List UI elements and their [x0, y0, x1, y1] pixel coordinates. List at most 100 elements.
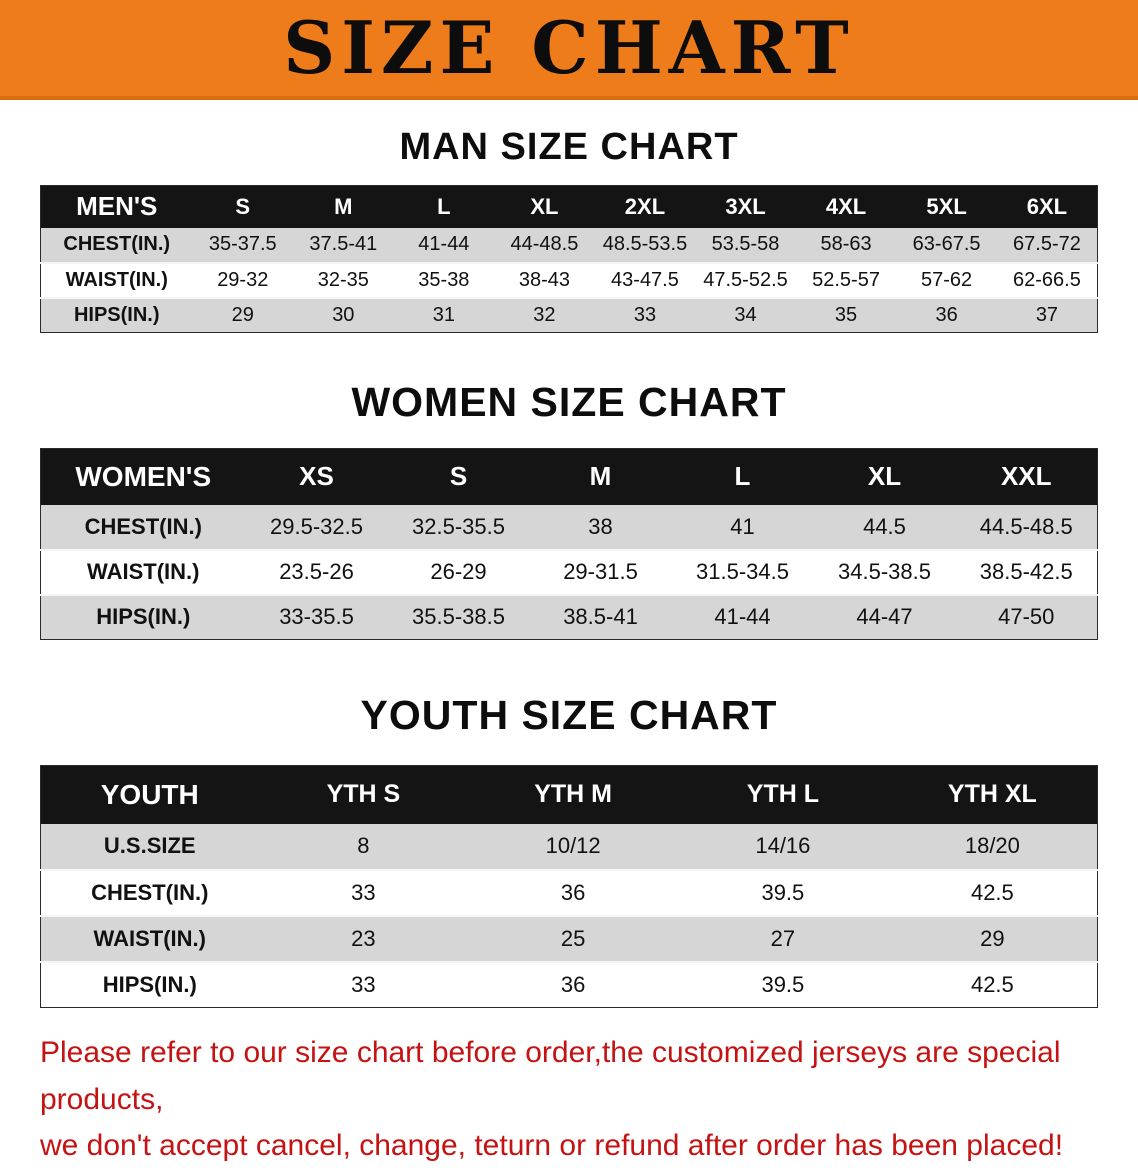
size-column-header: 6XL	[996, 185, 1098, 228]
size-value: 67.5-72	[1013, 233, 1081, 255]
size-value: 32.5-35.5	[412, 513, 505, 539]
size-column-header: YTH M	[468, 765, 678, 824]
size-column-header: YTH S	[258, 765, 469, 824]
size-value: 31	[432, 303, 455, 326]
size-value: 47-50	[998, 604, 1055, 630]
size-value: 32	[533, 303, 556, 326]
table-header-row: MEN'S S M L XL 2XL 3XL 4XL 5XL 6XL	[40, 185, 1098, 228]
size-value: 29-32	[217, 268, 269, 291]
table-row: WAIST(IN.) 29-32 32-35 35-38 38-43 43-47.5 47.…	[40, 262, 1098, 298]
size-value: 35-38	[418, 268, 470, 291]
banner-title: SIZE CHART	[283, 5, 855, 90]
size-value: 41-44	[418, 233, 470, 255]
table-title-cell: WOMEN'S	[40, 448, 246, 505]
size-value: 39.5	[761, 879, 805, 905]
youth-size-table: YOUTH YTH S YTH M YTH L YTH XL U.S.SIZE 8 10/12…	[40, 765, 1098, 1008]
size-value: 36	[560, 971, 586, 997]
women-size-table: WOMEN'S XS S M L XL XXL CHEST(IN.) 29.5-32.5 32.5…	[40, 448, 1098, 640]
size-value: 58-63	[820, 233, 872, 255]
size-value: 38	[588, 513, 613, 539]
size-value: 53.5-58	[711, 233, 780, 255]
men-size-chart-section: MAN SIZE CHART MEN'S S M L XL 2XL 3XL 4XL 5XL 6XL…	[0, 126, 1138, 333]
size-column-header: 4XL	[795, 185, 897, 228]
table-row: HIPS(IN.) 29 30 31 32 33 34 35 36 37	[40, 297, 1098, 333]
size-value: 30	[332, 303, 355, 326]
size-value: 43-47.5	[611, 268, 679, 291]
size-value: 8	[357, 833, 370, 858]
row-label: CHEST(IN.)	[84, 513, 202, 539]
size-column-header: M	[293, 185, 394, 228]
size-value: 18/20	[964, 833, 1020, 858]
table-row: CHEST(IN.) 35-37.5 37.5-41 41-44 44-48.5 48.5…	[40, 227, 1098, 263]
size-value: 31.5-34.5	[696, 559, 789, 584]
size-value: 29.5-32.5	[270, 513, 363, 539]
size-column-header: S	[387, 448, 530, 505]
size-value: 37	[1035, 303, 1059, 326]
size-value: 23.5-26	[279, 559, 354, 584]
size-column-header: XL	[494, 185, 595, 228]
disclaimer: Please refer to our size chart before or…	[40, 1030, 1098, 1170]
size-value: 35	[834, 303, 858, 326]
size-column-header: 2XL	[594, 185, 696, 228]
size-column-header: S	[192, 185, 294, 228]
size-value: 47.5-52.5	[703, 268, 788, 291]
size-value: 34	[734, 303, 757, 326]
size-value: 42.5	[970, 879, 1014, 905]
size-value: 57-62	[921, 268, 973, 291]
size-column-header: YTH L	[678, 765, 888, 824]
size-value: 44.5	[863, 513, 906, 539]
table-row: WAIST(IN.) 23.5-26 26-29 29-31.5 31.5-34.5 34…	[40, 549, 1098, 595]
table-row: WAIST(IN.) 23 25 27 29	[40, 915, 1098, 962]
size-column-header: YTH XL	[887, 765, 1098, 824]
size-column-header: L	[393, 185, 495, 228]
size-value: 52.5-57	[812, 268, 880, 291]
size-value: 44.5-48.5	[979, 513, 1073, 539]
section-heading-men: MAN SIZE CHART	[399, 126, 739, 168]
men-size-table: MEN'S S M L XL 2XL 3XL 4XL 5XL 6XL CHEST(IN.) 35-37…	[40, 185, 1098, 333]
row-label: WAIST(IN.)	[65, 268, 168, 291]
size-column-header: XXL	[955, 448, 1098, 505]
row-label: WAIST(IN.)	[87, 559, 200, 584]
size-value: 48.5-53.5	[602, 233, 688, 255]
size-value: 26-29	[430, 559, 487, 584]
women-size-chart-section: WOMEN SIZE CHART WOMEN'S XS S M L XL XXL CHEST(…	[0, 379, 1138, 640]
row-label: WAIST(IN.)	[93, 925, 206, 951]
size-value: 35-37.5	[208, 233, 277, 255]
size-value: 36	[560, 879, 586, 905]
row-label: CHEST(IN.)	[91, 879, 209, 905]
table-row: HIPS(IN.) 33 36 39.5 42.5	[40, 961, 1098, 1008]
size-value: 33	[351, 879, 376, 905]
section-heading-youth: YOUTH SIZE CHART	[360, 692, 778, 738]
table-row: CHEST(IN.) 29.5-32.5 32.5-35.5 38 41 44.5 44.5…	[40, 504, 1098, 550]
size-value: 27	[770, 925, 796, 951]
size-value: 39.5	[761, 971, 805, 997]
section-heading-women: WOMEN SIZE CHART	[351, 379, 787, 425]
size-value: 14/16	[755, 833, 811, 858]
disclaimer-line-2: we don't accept cancel, change, teturn o…	[40, 1129, 1064, 1162]
row-label: CHEST(IN.)	[63, 233, 171, 255]
size-value: 44-48.5	[510, 233, 579, 255]
size-value: 36	[935, 303, 958, 326]
size-value: 42.5	[970, 971, 1014, 997]
size-value: 44-47	[856, 604, 913, 630]
size-value: 33	[351, 971, 376, 997]
table-title-cell: MEN'S	[40, 185, 193, 228]
size-value: 33-35.5	[279, 604, 354, 630]
size-value: 41-44	[714, 604, 771, 630]
disclaimer-line-1: Please refer to our size chart before or…	[40, 1036, 1061, 1116]
row-label: HIPS(IN.)	[73, 303, 160, 326]
size-column-header: 5XL	[896, 185, 997, 228]
size-column-header: 3XL	[695, 185, 796, 228]
size-column-header: M	[529, 448, 672, 505]
size-value: 38.5-42.5	[979, 559, 1073, 584]
table-row: U.S.SIZE 8 10/12 14/16 18/20	[40, 823, 1098, 870]
table-header-row: WOMEN'S XS S M L XL XXL	[40, 448, 1098, 505]
table-row: CHEST(IN.) 33 36 39.5 42.5	[40, 869, 1098, 916]
size-value: 10/12	[545, 833, 601, 858]
size-value: 35.5-38.5	[412, 604, 505, 630]
row-label: U.S.SIZE	[103, 833, 196, 858]
size-value: 32-35	[317, 268, 369, 291]
size-column-header: L	[671, 448, 814, 505]
size-value: 25	[560, 925, 586, 951]
size-value: 29	[231, 303, 254, 326]
